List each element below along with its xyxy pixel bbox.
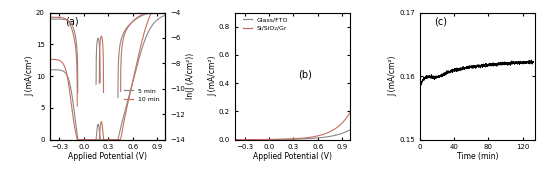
Legend: Glass/FTO, Si/SiO₂/Gr: Glass/FTO, Si/SiO₂/Gr <box>240 14 291 33</box>
Y-axis label: J (mA/cm²): J (mA/cm²) <box>389 56 398 96</box>
Legend: 5 min, 10 min: 5 min, 10 min <box>121 86 162 105</box>
Text: (a): (a) <box>65 16 78 26</box>
Y-axis label: ln(J (A/cm²)): ln(J (A/cm²)) <box>187 53 195 99</box>
X-axis label: Time (min): Time (min) <box>457 152 498 161</box>
Y-axis label: J (mA/cm²): J (mA/cm²) <box>25 56 34 96</box>
Text: (b): (b) <box>298 70 312 80</box>
X-axis label: Applied Potential (V): Applied Potential (V) <box>68 152 147 161</box>
Y-axis label: J (mA/cm²): J (mA/cm²) <box>208 56 217 96</box>
X-axis label: Applied Potential (V): Applied Potential (V) <box>253 152 332 161</box>
Text: (c): (c) <box>434 16 447 26</box>
